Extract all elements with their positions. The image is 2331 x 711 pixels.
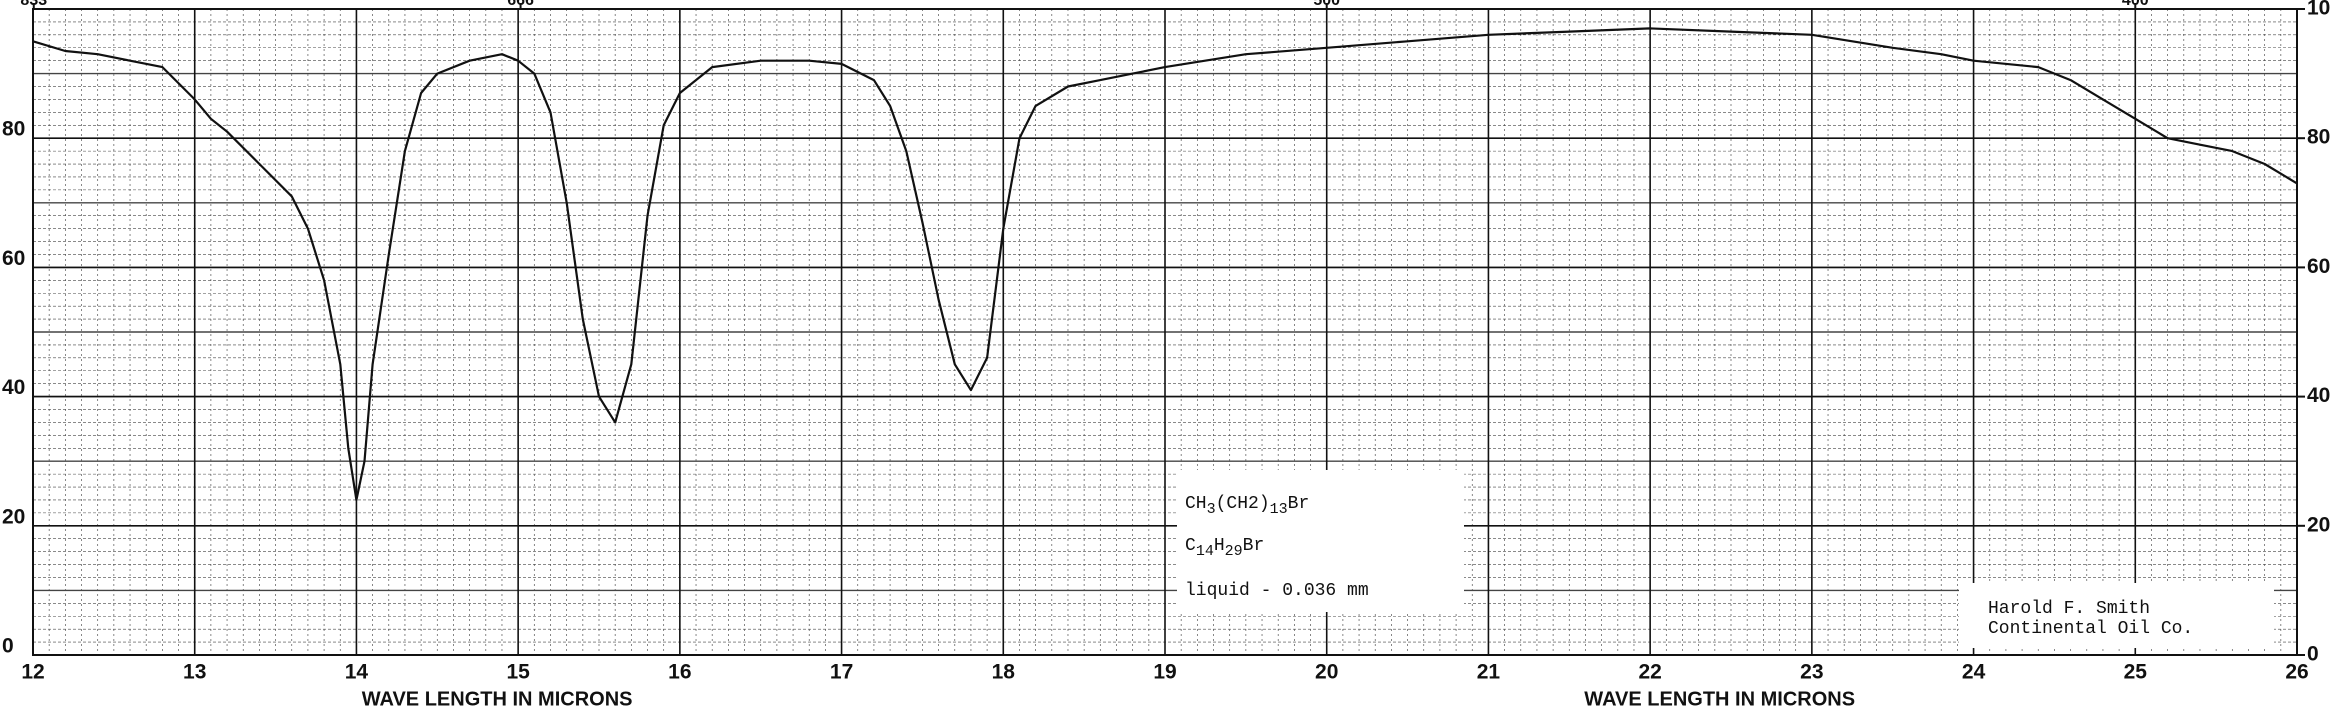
x-axis-label: WAVE LENGTH IN MICRONS: [362, 688, 633, 710]
x-axis-label: WAVE LENGTH IN MICRONS: [1584, 688, 1855, 710]
formula: CH3(CH2)13Br: [1185, 494, 1309, 518]
x-tick-label: 23: [1800, 661, 1823, 684]
x-tick-label: 14: [345, 661, 369, 684]
y2-tick-label: 20: [2307, 513, 2330, 536]
x2-tick-label: 833: [20, 0, 47, 9]
formula-subscript: 13: [1270, 501, 1288, 518]
formula-subscript: 3: [1207, 501, 1216, 518]
annotation-box: [1177, 470, 1464, 612]
x-tick-label: 15: [506, 661, 530, 684]
x-tick-label: 26: [2285, 661, 2308, 684]
x-tick-label: 20: [1315, 661, 1338, 684]
spectrum-line: [32, 27, 2298, 502]
y-tick-label: 80: [2, 118, 25, 141]
formula-part: Br: [1288, 494, 1310, 514]
credit: Continental Oil Co.: [1988, 619, 2193, 639]
plot: [32, 27, 2298, 502]
sample-note: liquid - 0.036 mm: [1185, 581, 1369, 601]
y-tick-label: 40: [2, 376, 25, 399]
y2-tick-label: 80: [2307, 126, 2330, 149]
formula-part: Br: [1243, 536, 1265, 556]
y2-tick-label: 100: [2307, 0, 2331, 20]
grid: [32, 3, 2305, 656]
x-tick-label: 21: [1477, 661, 1501, 684]
credit-box: [1959, 583, 2274, 648]
x-tick-label: 22: [1638, 661, 1661, 684]
y2-tick-label: 60: [2307, 255, 2330, 278]
x-tick-label: 16: [668, 661, 691, 684]
y2-tick-label: 40: [2307, 384, 2330, 407]
formula-subscript: 29: [1225, 543, 1243, 560]
y2-tick-label: 0: [2307, 643, 2319, 666]
y-tick-label: 60: [2, 247, 25, 270]
credit: Harold F. Smith: [1988, 599, 2150, 619]
x2-tick-label: 500: [1313, 0, 1340, 9]
formula-part: C: [1185, 536, 1196, 556]
x-tick-label: 19: [1153, 661, 1176, 684]
x-tick-label: 12: [21, 661, 44, 684]
formula-part: H: [1214, 536, 1225, 556]
x-tick-label: 24: [1962, 661, 1986, 684]
x-tick-label: 18: [992, 661, 1016, 684]
x-tick-label: 13: [183, 661, 206, 684]
x-tick-label: 25: [2124, 661, 2148, 684]
x-tick-label: 17: [830, 661, 853, 684]
x2-tick-label: 400: [2122, 0, 2149, 9]
formula-subscript: 14: [1196, 543, 1214, 560]
x2-tick-label: 666: [507, 0, 534, 9]
formula-part: (CH2): [1216, 494, 1270, 514]
y-tick-label: 0: [2, 635, 14, 658]
formula: C14H29Br: [1185, 536, 1264, 560]
y-tick-label: 20: [2, 505, 25, 528]
formula-part: CH: [1185, 494, 1207, 514]
